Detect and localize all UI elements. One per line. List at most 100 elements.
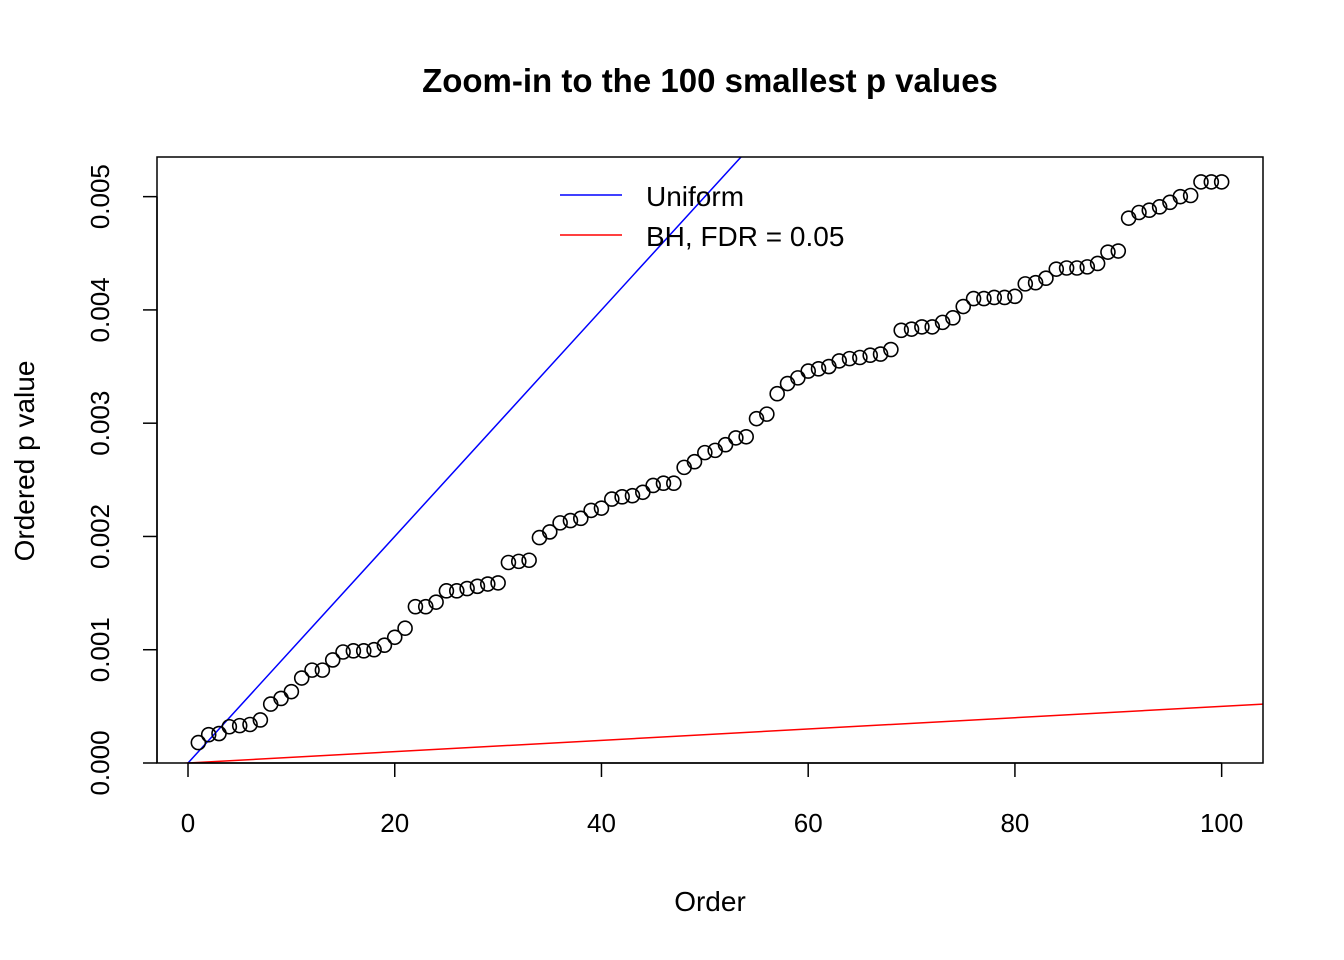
data-point bbox=[655, 475, 672, 492]
data-point bbox=[1038, 270, 1054, 287]
data-point bbox=[1100, 244, 1116, 260]
data-point bbox=[645, 477, 661, 494]
data-point bbox=[976, 290, 992, 307]
data-point bbox=[314, 662, 331, 678]
x-axis-label: Order bbox=[674, 886, 746, 917]
data-point bbox=[541, 524, 558, 540]
data-point bbox=[738, 428, 754, 445]
data-point bbox=[986, 289, 1003, 306]
y-tick-label: 0.002 bbox=[85, 504, 115, 569]
data-points bbox=[190, 174, 1230, 751]
data-point bbox=[841, 350, 858, 367]
data-point bbox=[552, 515, 568, 531]
data-point bbox=[324, 652, 341, 668]
data-point bbox=[852, 349, 868, 366]
data-point bbox=[273, 690, 289, 707]
data-point bbox=[190, 734, 207, 751]
data-point bbox=[1213, 174, 1230, 190]
data-point bbox=[800, 363, 816, 379]
data-point bbox=[1203, 174, 1220, 190]
data-point bbox=[1193, 174, 1209, 190]
data-point bbox=[697, 444, 713, 461]
data-point bbox=[903, 321, 920, 337]
data-point bbox=[676, 459, 692, 476]
x-tick-label: 0 bbox=[181, 808, 195, 838]
data-point bbox=[448, 583, 465, 599]
data-point bbox=[459, 580, 475, 597]
data-point bbox=[262, 696, 279, 712]
data-point bbox=[355, 643, 372, 659]
data-point bbox=[366, 641, 382, 658]
data-point bbox=[955, 298, 972, 315]
data-point bbox=[1058, 260, 1075, 276]
data-point bbox=[717, 436, 734, 453]
data-point bbox=[769, 385, 785, 402]
data-point bbox=[1069, 260, 1085, 276]
y-tick-label: 0.004 bbox=[85, 277, 115, 342]
data-point bbox=[479, 576, 496, 592]
data-point bbox=[510, 553, 527, 570]
y-axis: 0.000 0.001 0.002 0.003 0.004 0.005 bbox=[85, 164, 158, 796]
data-point bbox=[1017, 276, 1034, 292]
data-point bbox=[1151, 199, 1168, 215]
reference-lines bbox=[174, 157, 1263, 763]
data-point bbox=[686, 453, 703, 470]
x-tick-label: 20 bbox=[380, 808, 409, 838]
ref-line-uniform bbox=[186, 157, 743, 763]
data-point bbox=[1048, 261, 1065, 277]
data-point bbox=[1079, 259, 1096, 275]
data-point bbox=[417, 598, 434, 615]
data-point bbox=[790, 370, 806, 386]
data-point bbox=[893, 322, 910, 339]
data-point bbox=[407, 598, 424, 615]
data-point bbox=[593, 500, 610, 516]
data-point bbox=[221, 718, 238, 735]
data-point bbox=[200, 726, 217, 743]
data-point bbox=[924, 319, 941, 335]
data-point bbox=[242, 716, 258, 733]
data-point bbox=[490, 575, 506, 591]
y-tick-label: 0.005 bbox=[85, 164, 115, 229]
data-point bbox=[293, 670, 310, 686]
x-tick-label: 100 bbox=[1200, 808, 1243, 838]
data-point bbox=[562, 512, 579, 529]
x-tick-label: 60 bbox=[794, 808, 823, 838]
data-point bbox=[821, 358, 837, 375]
data-point bbox=[500, 554, 517, 571]
data-point bbox=[304, 662, 320, 678]
ref-line-bh-fdr-0-05 bbox=[174, 703, 1263, 763]
legend-label-uniform: Uniform bbox=[646, 181, 744, 212]
data-point bbox=[335, 644, 351, 660]
data-point bbox=[862, 347, 879, 364]
data-point bbox=[1110, 243, 1127, 259]
legend-label-bh: BH, FDR = 0.05 bbox=[646, 221, 844, 252]
x-tick-label: 80 bbox=[1000, 808, 1029, 838]
chart-title: Zoom-in to the 100 smallest p values bbox=[422, 62, 998, 99]
data-point bbox=[521, 552, 537, 569]
data-point bbox=[252, 712, 269, 728]
data-point bbox=[614, 489, 630, 505]
data-point bbox=[438, 583, 455, 599]
data-point bbox=[1141, 202, 1158, 219]
data-point bbox=[345, 643, 362, 659]
y-axis-label: Ordered p value bbox=[9, 361, 40, 562]
data-point bbox=[748, 410, 765, 427]
data-point bbox=[707, 442, 723, 459]
data-point bbox=[283, 683, 300, 700]
y-tick-label: 0.000 bbox=[85, 730, 115, 795]
data-point bbox=[810, 361, 827, 377]
data-point bbox=[779, 375, 796, 392]
data-point bbox=[604, 491, 620, 507]
data-point bbox=[1131, 204, 1147, 221]
data-point bbox=[883, 341, 899, 358]
data-point bbox=[531, 529, 548, 546]
data-point bbox=[1007, 288, 1023, 305]
data-point bbox=[831, 353, 848, 369]
data-point bbox=[934, 314, 951, 331]
data-point bbox=[583, 502, 599, 519]
data-point bbox=[469, 578, 486, 595]
x-tick-label: 40 bbox=[587, 808, 616, 838]
y-tick-label: 0.003 bbox=[85, 391, 115, 456]
data-point bbox=[1120, 210, 1137, 226]
x-axis: 0 20 40 60 80 100 bbox=[181, 762, 1243, 838]
